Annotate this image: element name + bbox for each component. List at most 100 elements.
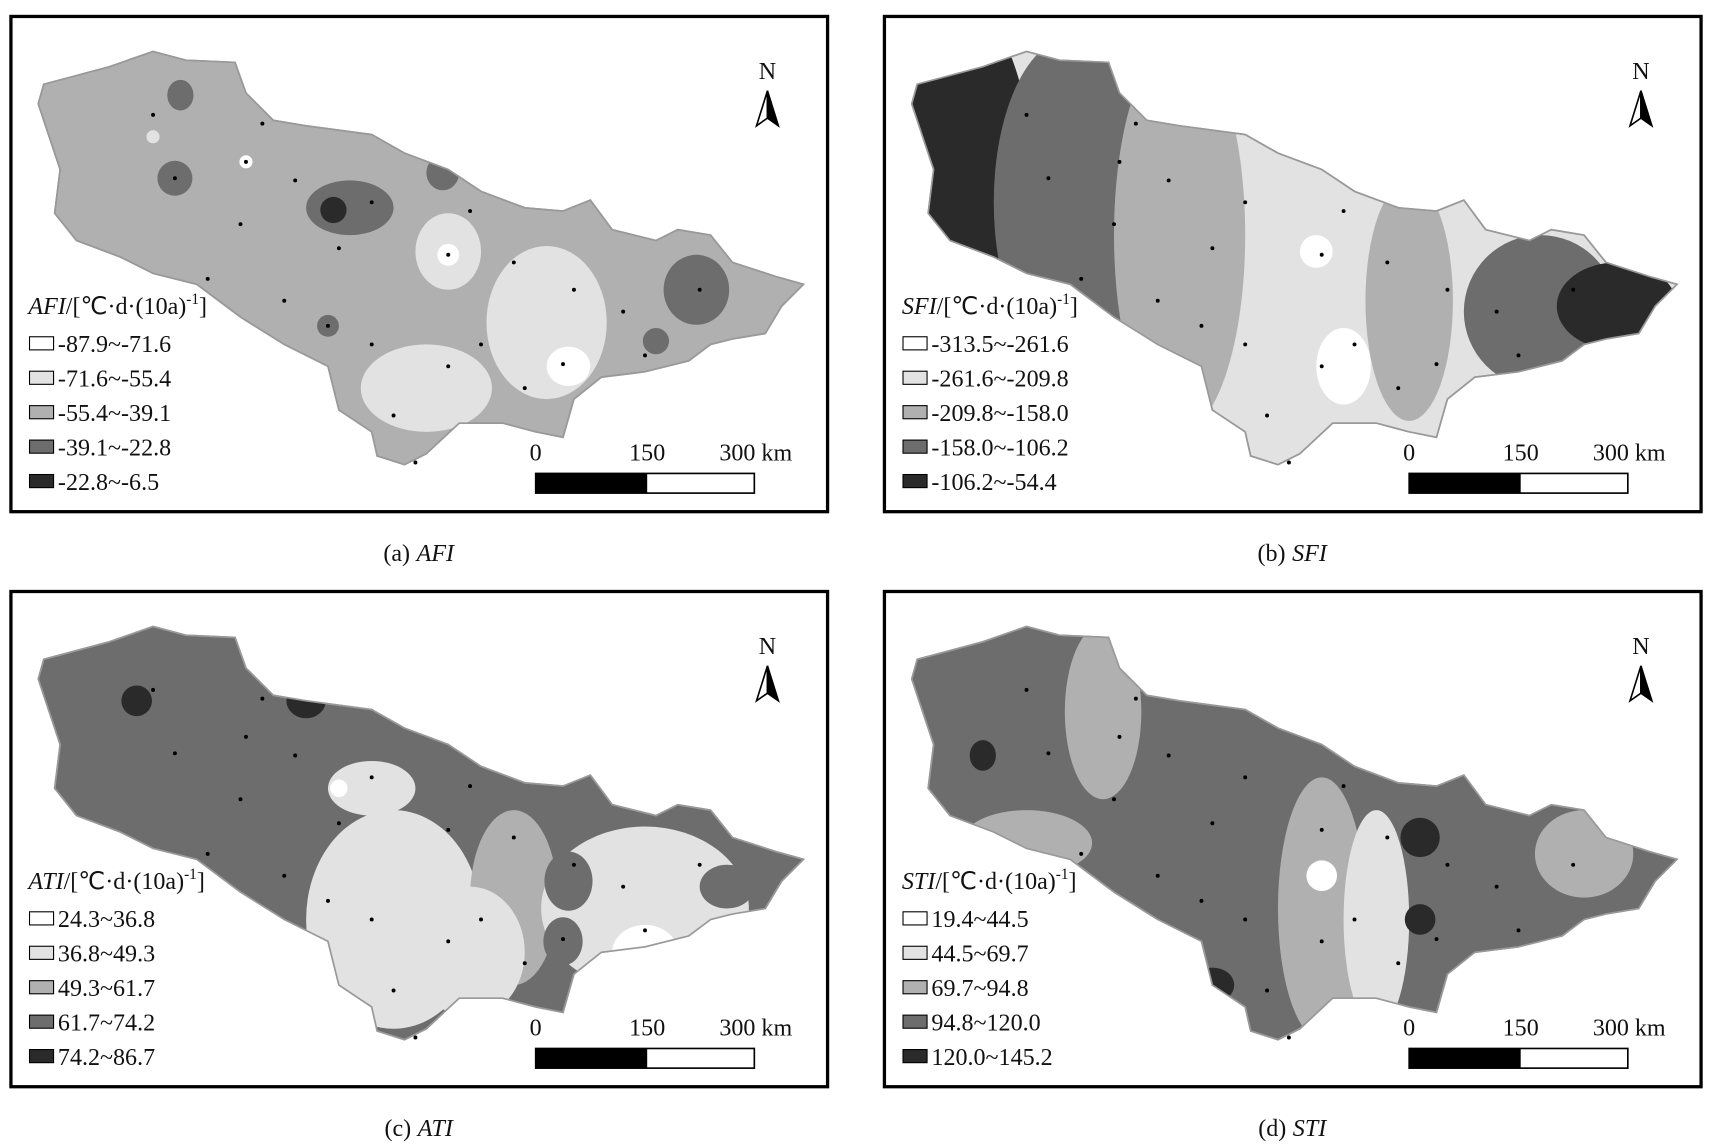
caption-letter: (b): [1258, 541, 1286, 567]
station: [1117, 734, 1122, 739]
caption-letter: (d): [1258, 1116, 1286, 1142]
station: [391, 413, 396, 418]
station: [1494, 309, 1499, 314]
station: [522, 386, 527, 391]
legend-swatch: [28, 336, 55, 351]
zone: [327, 760, 416, 816]
station: [1024, 112, 1029, 117]
scale-label: 150: [629, 440, 665, 466]
station: [293, 178, 298, 183]
legend-swatch: [28, 439, 55, 454]
station: [1434, 937, 1439, 942]
legend-label: -71.6~-55.4: [58, 367, 171, 393]
station: [1265, 413, 1270, 418]
station: [643, 928, 647, 933]
station: [479, 917, 483, 922]
legend-sup: -1: [186, 291, 199, 308]
legend-unit: /[℃·d·(10a): [935, 869, 1055, 895]
station: [293, 753, 298, 758]
scale-label: 0: [1403, 440, 1415, 466]
station: [238, 797, 243, 802]
station: [1155, 298, 1160, 303]
legend-swatch: [902, 336, 928, 351]
legend-swatch: [902, 1049, 928, 1064]
legend-label: -39.1~-22.8: [58, 435, 171, 461]
station: [172, 751, 177, 756]
scale-label: 0: [530, 1015, 542, 1041]
station: [446, 364, 451, 369]
station: [1396, 961, 1401, 966]
scale-label: 150: [629, 1015, 665, 1041]
zone: [360, 344, 492, 432]
map-panel: ATI/[℃·d·(10a)-1] 24.3~36.8 36.8~49.3 49.3~…: [9, 589, 830, 1089]
station: [1243, 775, 1248, 780]
station: [282, 298, 287, 303]
station: [1286, 1035, 1291, 1040]
station: [1046, 751, 1051, 756]
zone: [146, 130, 160, 144]
legend-label: -55.4~-39.1: [58, 401, 171, 427]
station: [1199, 898, 1204, 903]
caption-letter: (a): [383, 541, 410, 567]
station: [1210, 246, 1215, 251]
station: [1434, 362, 1439, 367]
legend-label: 120.0~145.2: [931, 1045, 1052, 1071]
scale-bar-fill: [535, 1048, 648, 1069]
station: [1024, 687, 1029, 692]
map-panel: SFI/[℃·d·(10a)-1]-313.5~-261.6-261.6~-20…: [882, 14, 1703, 514]
station: [1112, 797, 1116, 802]
caption-letter: (c): [384, 1116, 411, 1142]
zone: [546, 346, 591, 386]
zone: [167, 79, 194, 111]
station: [205, 851, 210, 856]
scale-label: 150: [1503, 1015, 1539, 1041]
legend-label: 49.3~61.7: [58, 976, 155, 1002]
caption: (a) AFI: [383, 541, 455, 567]
station: [326, 323, 330, 328]
station: [1516, 353, 1521, 358]
legend-label: 69.7~94.8: [931, 976, 1028, 1002]
scale-label: 0: [1403, 1015, 1415, 1041]
legend-label: -87.9~-71.6: [58, 332, 171, 358]
scale-bar-fill: [535, 473, 648, 494]
station: [697, 862, 702, 867]
legend-label: -158.0~-106.2: [931, 435, 1068, 461]
legend-title: STI/[℃·d·(10a)-1]: [902, 866, 1077, 895]
zone: [1306, 860, 1338, 892]
map-panel: STI/[℃·d·(10a)-1] 19.4~44.5 44.5~69.7 69.7~…: [882, 589, 1703, 1089]
caption-var: AFI: [415, 541, 455, 567]
station: [1352, 342, 1357, 347]
station: [1166, 753, 1171, 758]
legend-swatch: [902, 911, 928, 926]
legend-swatch: [28, 370, 55, 385]
station: [238, 222, 243, 227]
station: [511, 260, 516, 265]
zone: [121, 685, 152, 717]
legend-swatch: [902, 473, 928, 489]
map-panel: AFI/[℃·d·(10a)-1] -87.9~-71.6 -71.6~-55.4 -…: [9, 14, 830, 514]
station: [446, 939, 451, 944]
station: [1155, 873, 1160, 878]
station: [522, 961, 527, 966]
legend-swatch: [902, 370, 928, 385]
station: [1319, 252, 1324, 257]
station: [260, 121, 265, 126]
caption: (c) ATI: [384, 1116, 453, 1142]
station: [413, 1035, 418, 1040]
legend-close: ]: [197, 869, 205, 895]
scale-label: 150: [1503, 440, 1539, 466]
zone: [663, 254, 730, 325]
legend-swatch: [28, 945, 55, 960]
station: [1571, 862, 1576, 867]
station: [1133, 121, 1138, 126]
scale-label: 300 km: [1593, 1015, 1666, 1041]
station: [336, 246, 341, 251]
station: [1243, 200, 1248, 205]
station: [1445, 287, 1450, 292]
legend-var: SFI: [902, 294, 938, 320]
legend-unit: /[℃·d·(10a): [937, 294, 1057, 320]
north-arrow-fill: [1640, 90, 1654, 128]
zone: [1404, 904, 1436, 935]
station: [468, 784, 473, 789]
